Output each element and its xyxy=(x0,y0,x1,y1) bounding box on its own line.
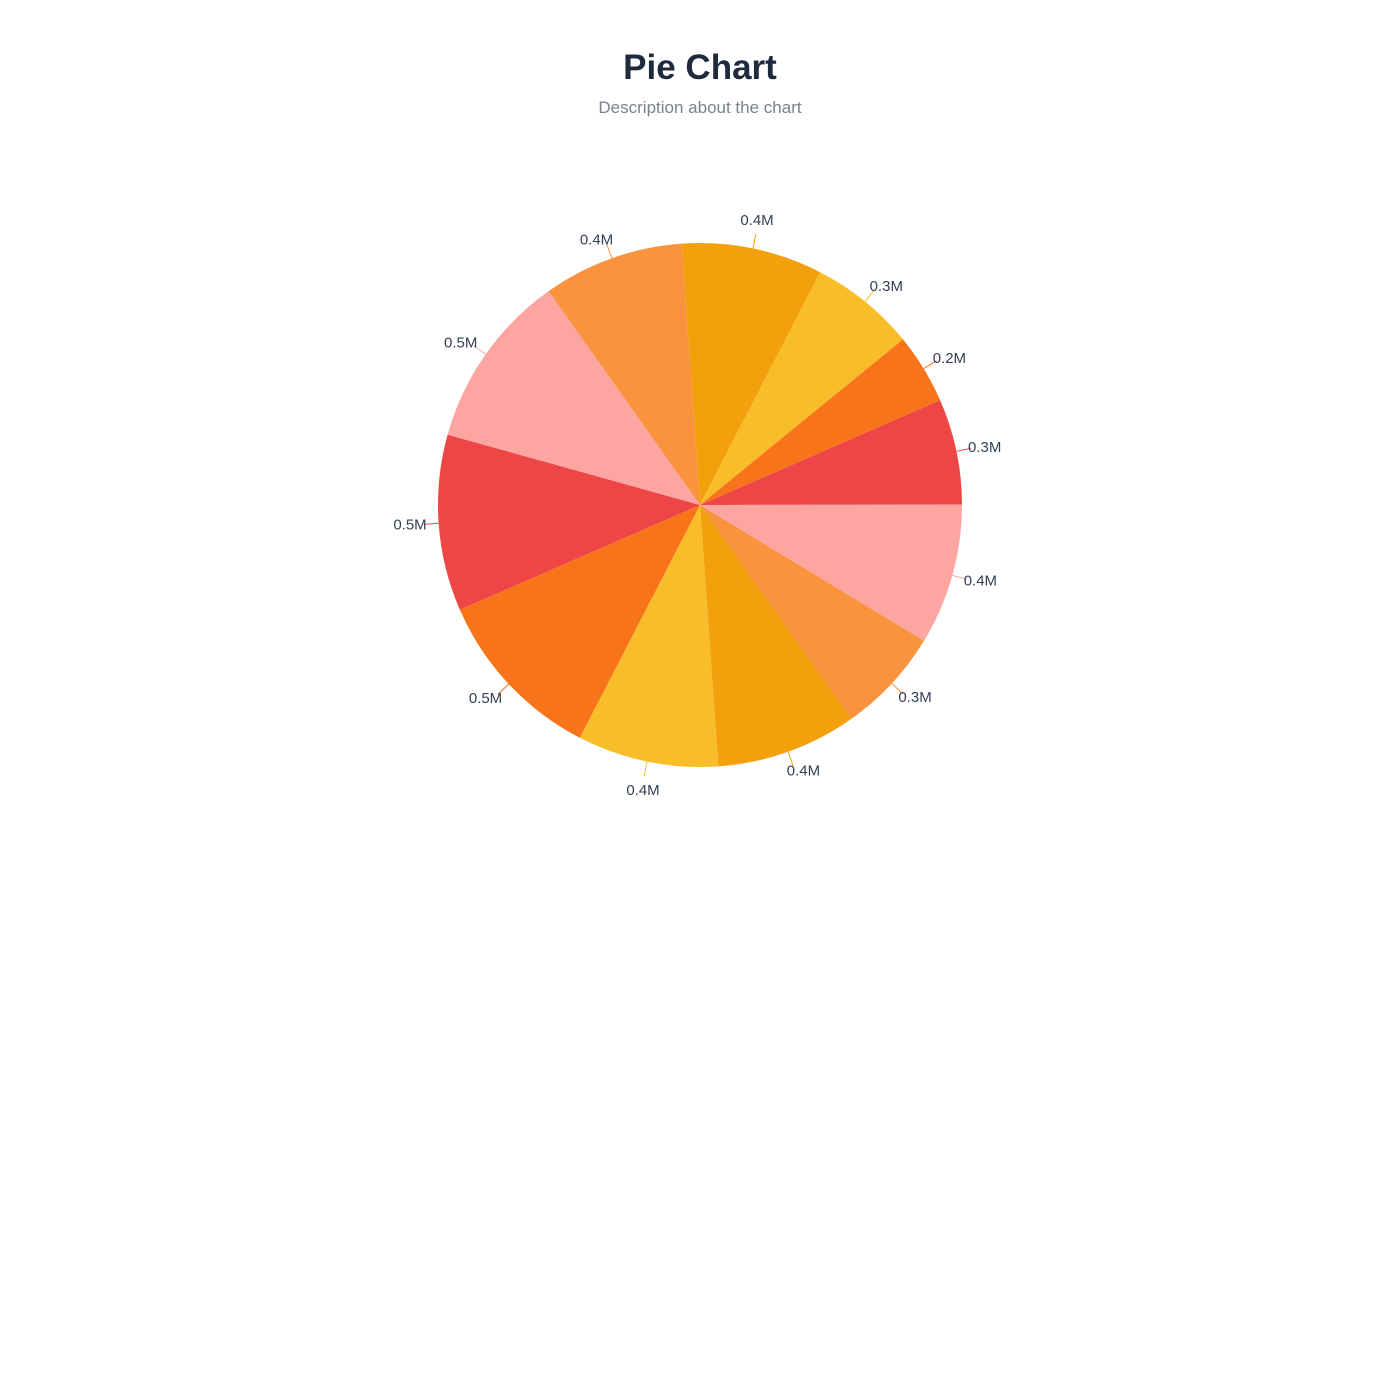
pie-label-connector-0 xyxy=(752,233,757,249)
pie-label-connector-1 xyxy=(864,289,875,302)
pie-label-11: 0.4M xyxy=(580,231,613,248)
pie-label-9: 0.5M xyxy=(393,517,426,534)
pie-label-5: 0.3M xyxy=(898,689,931,706)
pie-label-10: 0.5M xyxy=(444,335,477,352)
pie-label-6: 0.4M xyxy=(787,763,820,780)
pie-slice-5[interactable] xyxy=(700,505,925,719)
pie-slice-7[interactable] xyxy=(579,505,719,767)
pie-slice-3[interactable] xyxy=(700,400,962,505)
pie-label-3: 0.3M xyxy=(968,439,1001,456)
pie-slice-2[interactable] xyxy=(700,339,941,505)
pie-slice-1[interactable] xyxy=(700,272,903,505)
page-subtitle: Description about the chart xyxy=(598,97,802,117)
pie-label-connector-5 xyxy=(891,683,904,695)
pie-slice-9[interactable] xyxy=(438,434,700,610)
pie-slice-10[interactable] xyxy=(447,291,700,505)
pie-label-1: 0.3M xyxy=(870,278,903,295)
pie-label-0: 0.4M xyxy=(740,212,773,229)
pie-label-connector-7 xyxy=(643,761,648,777)
page-title: Pie Chart xyxy=(623,48,777,87)
pie-slice-8[interactable] xyxy=(459,505,700,738)
pie-label-connector-8 xyxy=(497,683,510,695)
pie-label-connector-9 xyxy=(423,522,439,525)
pie-label-4: 0.4M xyxy=(964,573,997,590)
pie-label-connector-4 xyxy=(952,574,967,580)
pie-label-connector-2 xyxy=(923,360,937,369)
pie-label-8: 0.5M xyxy=(469,690,502,707)
pie-slice-0[interactable] xyxy=(681,243,821,505)
pie-slice-6[interactable] xyxy=(700,505,852,767)
pie-label-connector-11 xyxy=(606,243,613,259)
chart-header: Pie Chart Description about the chart xyxy=(0,0,1400,118)
pie-label-7: 0.4M xyxy=(626,782,659,799)
pie-slice-11[interactable] xyxy=(548,243,700,505)
pie-slice-4[interactable] xyxy=(700,504,963,641)
pie-label-2: 0.2M xyxy=(933,350,966,367)
pie-label-connector-10 xyxy=(473,345,487,355)
pie-label-connector-3 xyxy=(956,447,972,452)
pie-label-connector-6 xyxy=(787,751,794,767)
